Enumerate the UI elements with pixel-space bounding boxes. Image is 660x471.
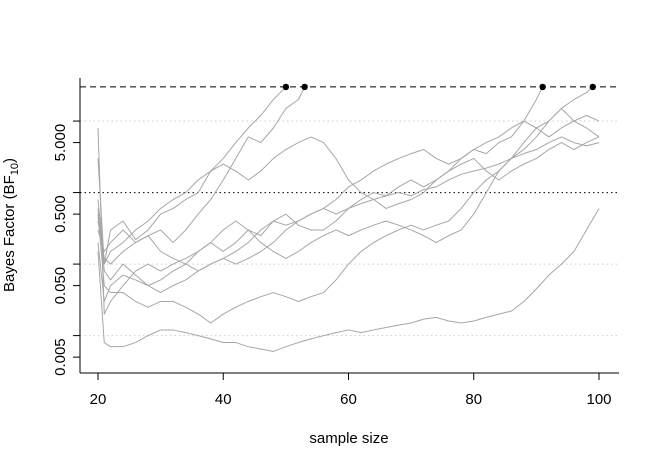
bf-series-line-2 [97, 86, 306, 252]
x-tick-label: 100 [586, 391, 611, 408]
bf-series-line-6 [97, 208, 600, 352]
y-axis-title: Bayes Factor (BF10) [1, 158, 21, 292]
bf-series-line-4 [97, 86, 594, 287]
bf-series-line-8 [97, 136, 600, 265]
x-tick-label: 20 [90, 391, 107, 408]
stop-point-3 [539, 83, 546, 91]
y-axis-ticks: 0.005 0.050 0.500 5.000 [52, 120, 80, 376]
x-tick-label: 60 [340, 391, 357, 408]
bf-series-line-9 [97, 136, 600, 272]
x-axis-ticks: 20 40 60 80 100 [90, 373, 612, 408]
sequential-bf-series [97, 86, 600, 352]
bf-series-line-1 [97, 86, 287, 265]
x-tick-label: 80 [465, 391, 482, 408]
stop-point-4 [589, 83, 596, 91]
stop-markers [282, 83, 596, 91]
x-axis-title: sample size [309, 430, 388, 447]
y-axis-title-subscript: 10 [9, 163, 21, 175]
reference-lines [80, 86, 619, 337]
stop-point-2 [301, 83, 308, 91]
bf-series-line-3 [97, 86, 544, 315]
stop-point-1 [282, 83, 290, 91]
bf-series-line-5 [97, 107, 600, 324]
y-tick-label: 0.500 [52, 195, 69, 233]
y-tick-label: 5.000 [52, 124, 69, 162]
y-tick-label: 0.005 [52, 338, 69, 376]
y-axis-title-main: Bayes Factor (BF [1, 175, 18, 292]
y-axis-title-close: ) [1, 158, 18, 163]
bf-series-line-7 [97, 114, 600, 302]
x-tick-label: 40 [215, 391, 232, 408]
y-tick-label: 0.050 [52, 267, 69, 305]
